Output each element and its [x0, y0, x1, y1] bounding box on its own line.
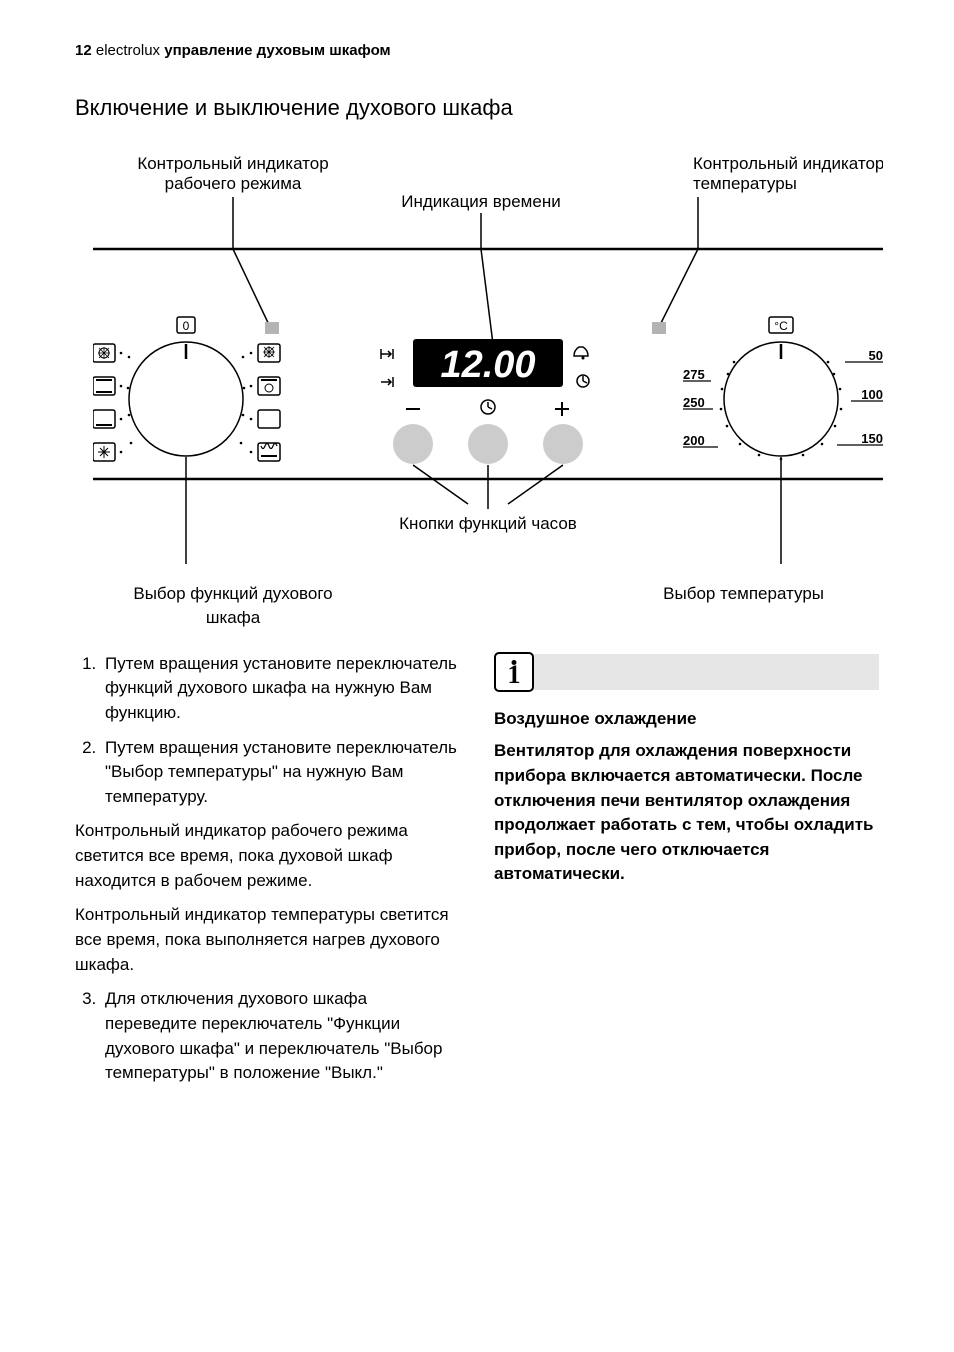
temp-275: 275 [683, 367, 705, 382]
step-2: Путем вращения установите переключатель … [101, 736, 460, 810]
svg-text:0: 0 [183, 319, 190, 333]
cooling-title: Воздушное охлаждение [494, 707, 879, 732]
info-icon: 1 [494, 652, 534, 692]
header-section: управление духовым шкафом [164, 42, 390, 59]
temp-150: 150 [861, 431, 883, 446]
label-clock-buttons: Кнопки функций часов [399, 514, 577, 533]
brand: electrolux [96, 42, 160, 59]
temp-200: 200 [683, 433, 705, 448]
page-header: 12 electrolux управление духовым шкафом [75, 40, 879, 62]
temperature-dial: °C 50 100 150 200 250 275 [652, 317, 883, 460]
right-column: 1 Воздушное охлаждение Вентилятор для ох… [494, 652, 879, 1096]
control-panel-diagram: Контрольный индикатор рабочего режима Ин… [93, 149, 879, 564]
temp-50: 50 [869, 348, 883, 363]
para-temp: Контрольный индикатор температуры светит… [75, 903, 460, 977]
function-dial: 0 [93, 317, 280, 461]
cooling-body: Вентилятор для охлаждения поверхности пр… [494, 739, 879, 887]
step-1: Путем вращения установите переключатель … [101, 652, 460, 726]
step-3: Для отключения духового шкафа переведите… [101, 987, 460, 1086]
temp-250: 250 [683, 395, 705, 410]
steps-list-3: Для отключения духового шкафа переведите… [75, 987, 460, 1086]
info-bar [528, 654, 879, 690]
svg-text:°C: °C [774, 319, 788, 333]
page-title: Включение и выключение духового шкафа [75, 92, 879, 124]
label-mode-indicator-l2: рабочего режима [165, 174, 302, 193]
label-mode-indicator-l1: Контрольный индикатор [137, 154, 328, 173]
page-number: 12 [75, 42, 92, 59]
label-temp-indicator-l1: Контрольный индикатор [693, 154, 883, 173]
display-time: 12.00 [440, 344, 535, 386]
label-function-select-l1: Выбор функций духового [93, 582, 373, 607]
clock-section: 12.00 [381, 339, 589, 464]
left-column: Путем вращения установите переключатель … [75, 652, 460, 1096]
label-time-display: Индикация времени [401, 192, 560, 211]
label-temp-indicator-l2: температуры [693, 174, 797, 193]
diagram-bottom-captions: Выбор функций духового шкафа Выбор темпе… [93, 582, 879, 642]
para-mode: Контрольный индикатор рабочего режима св… [75, 819, 460, 893]
info-callout: 1 [494, 652, 879, 692]
label-temp-select: Выбор температуры [663, 582, 824, 607]
steps-list: Путем вращения установите переключатель … [75, 652, 460, 810]
label-function-select-l2: шкафа [93, 606, 373, 631]
temp-100: 100 [861, 387, 883, 402]
